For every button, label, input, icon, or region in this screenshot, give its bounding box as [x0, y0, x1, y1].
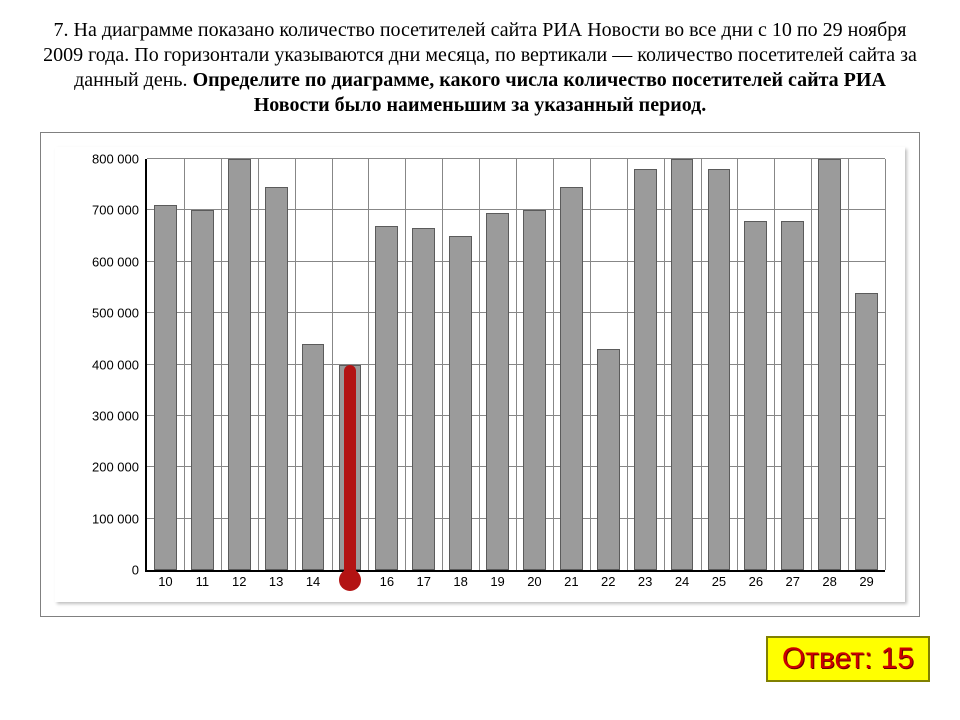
answer-label: Ответ: 15 — [782, 642, 914, 675]
x-tick-label: 16 — [380, 574, 394, 589]
v-gridline — [332, 159, 333, 570]
v-gridline — [848, 159, 849, 570]
v-gridline — [405, 159, 406, 570]
x-tick-label: 17 — [417, 574, 431, 589]
highlight-dot — [339, 569, 361, 591]
bar — [781, 221, 804, 570]
bar — [744, 221, 767, 570]
v-gridline — [701, 159, 702, 570]
chart-panel: 0 100 000 200 000 300 000 400 000 500 000 600 … — [55, 147, 905, 602]
x-tick-label: 23 — [638, 574, 652, 589]
bar — [855, 293, 878, 570]
bar — [228, 159, 251, 570]
v-gridline — [885, 159, 886, 570]
bar — [265, 187, 288, 570]
x-tick-label: 18 — [453, 574, 467, 589]
x-tick-label: 14 — [306, 574, 320, 589]
y-tick-label: 100 000 — [92, 511, 139, 526]
answer-box: Ответ: 15 — [766, 636, 930, 682]
bar — [191, 210, 214, 570]
highlight-line — [344, 365, 356, 581]
bar — [560, 187, 583, 570]
v-gridline — [516, 159, 517, 570]
x-tick-label: 12 — [232, 574, 246, 589]
bar — [634, 169, 657, 570]
bar — [671, 159, 694, 570]
bar — [818, 159, 841, 570]
x-tick-label: 21 — [564, 574, 578, 589]
x-tick-label: 25 — [712, 574, 726, 589]
y-tick-label: 800 000 — [92, 152, 139, 167]
bar — [597, 349, 620, 570]
bar — [708, 169, 731, 570]
v-gridline — [479, 159, 480, 570]
chart-container: 0 100 000 200 000 300 000 400 000 500 000 600 … — [40, 132, 920, 617]
slide: 7. На диаграмме показано количество посе… — [0, 0, 960, 720]
y-tick-label: 500 000 — [92, 306, 139, 321]
v-gridline — [627, 159, 628, 570]
bar — [154, 205, 177, 570]
y-tick-label: 200 000 — [92, 460, 139, 475]
bar — [302, 344, 325, 570]
v-gridline — [295, 159, 296, 570]
y-tick-label: 600 000 — [92, 254, 139, 269]
bar — [375, 226, 398, 570]
x-tick-label: 28 — [822, 574, 836, 589]
v-gridline — [590, 159, 591, 570]
plot-area: 0100 000200 000300 000400 000500 000600 … — [145, 159, 885, 572]
x-tick-label: 22 — [601, 574, 615, 589]
bar — [523, 210, 546, 570]
x-tick-label: 10 — [158, 574, 172, 589]
y-tick-label: 400 000 — [92, 357, 139, 372]
v-gridline — [221, 159, 222, 570]
y-tick-label: 700 000 — [92, 203, 139, 218]
y-tick-label: 300 000 — [92, 408, 139, 423]
x-tick-label: 19 — [490, 574, 504, 589]
bar — [412, 228, 435, 570]
v-gridline — [664, 159, 665, 570]
v-gridline — [737, 159, 738, 570]
x-tick-label: 29 — [859, 574, 873, 589]
x-tick-label: 20 — [527, 574, 541, 589]
x-tick-label: 13 — [269, 574, 283, 589]
v-gridline — [811, 159, 812, 570]
bar — [486, 213, 509, 570]
bar — [449, 236, 472, 570]
x-tick-label: 26 — [749, 574, 763, 589]
v-gridline — [774, 159, 775, 570]
x-tick-label: 27 — [786, 574, 800, 589]
x-tick-label: 11 — [196, 574, 210, 589]
question-text: 7. На диаграмме показано количество посе… — [40, 18, 920, 118]
question-bold: Определите по диаграмме, какого числа ко… — [193, 69, 886, 116]
v-gridline — [258, 159, 259, 570]
v-gridline — [442, 159, 443, 570]
v-gridline — [184, 159, 185, 570]
x-tick-label: 24 — [675, 574, 689, 589]
y-tick-label: 0 — [132, 563, 139, 578]
v-gridline — [368, 159, 369, 570]
v-gridline — [553, 159, 554, 570]
